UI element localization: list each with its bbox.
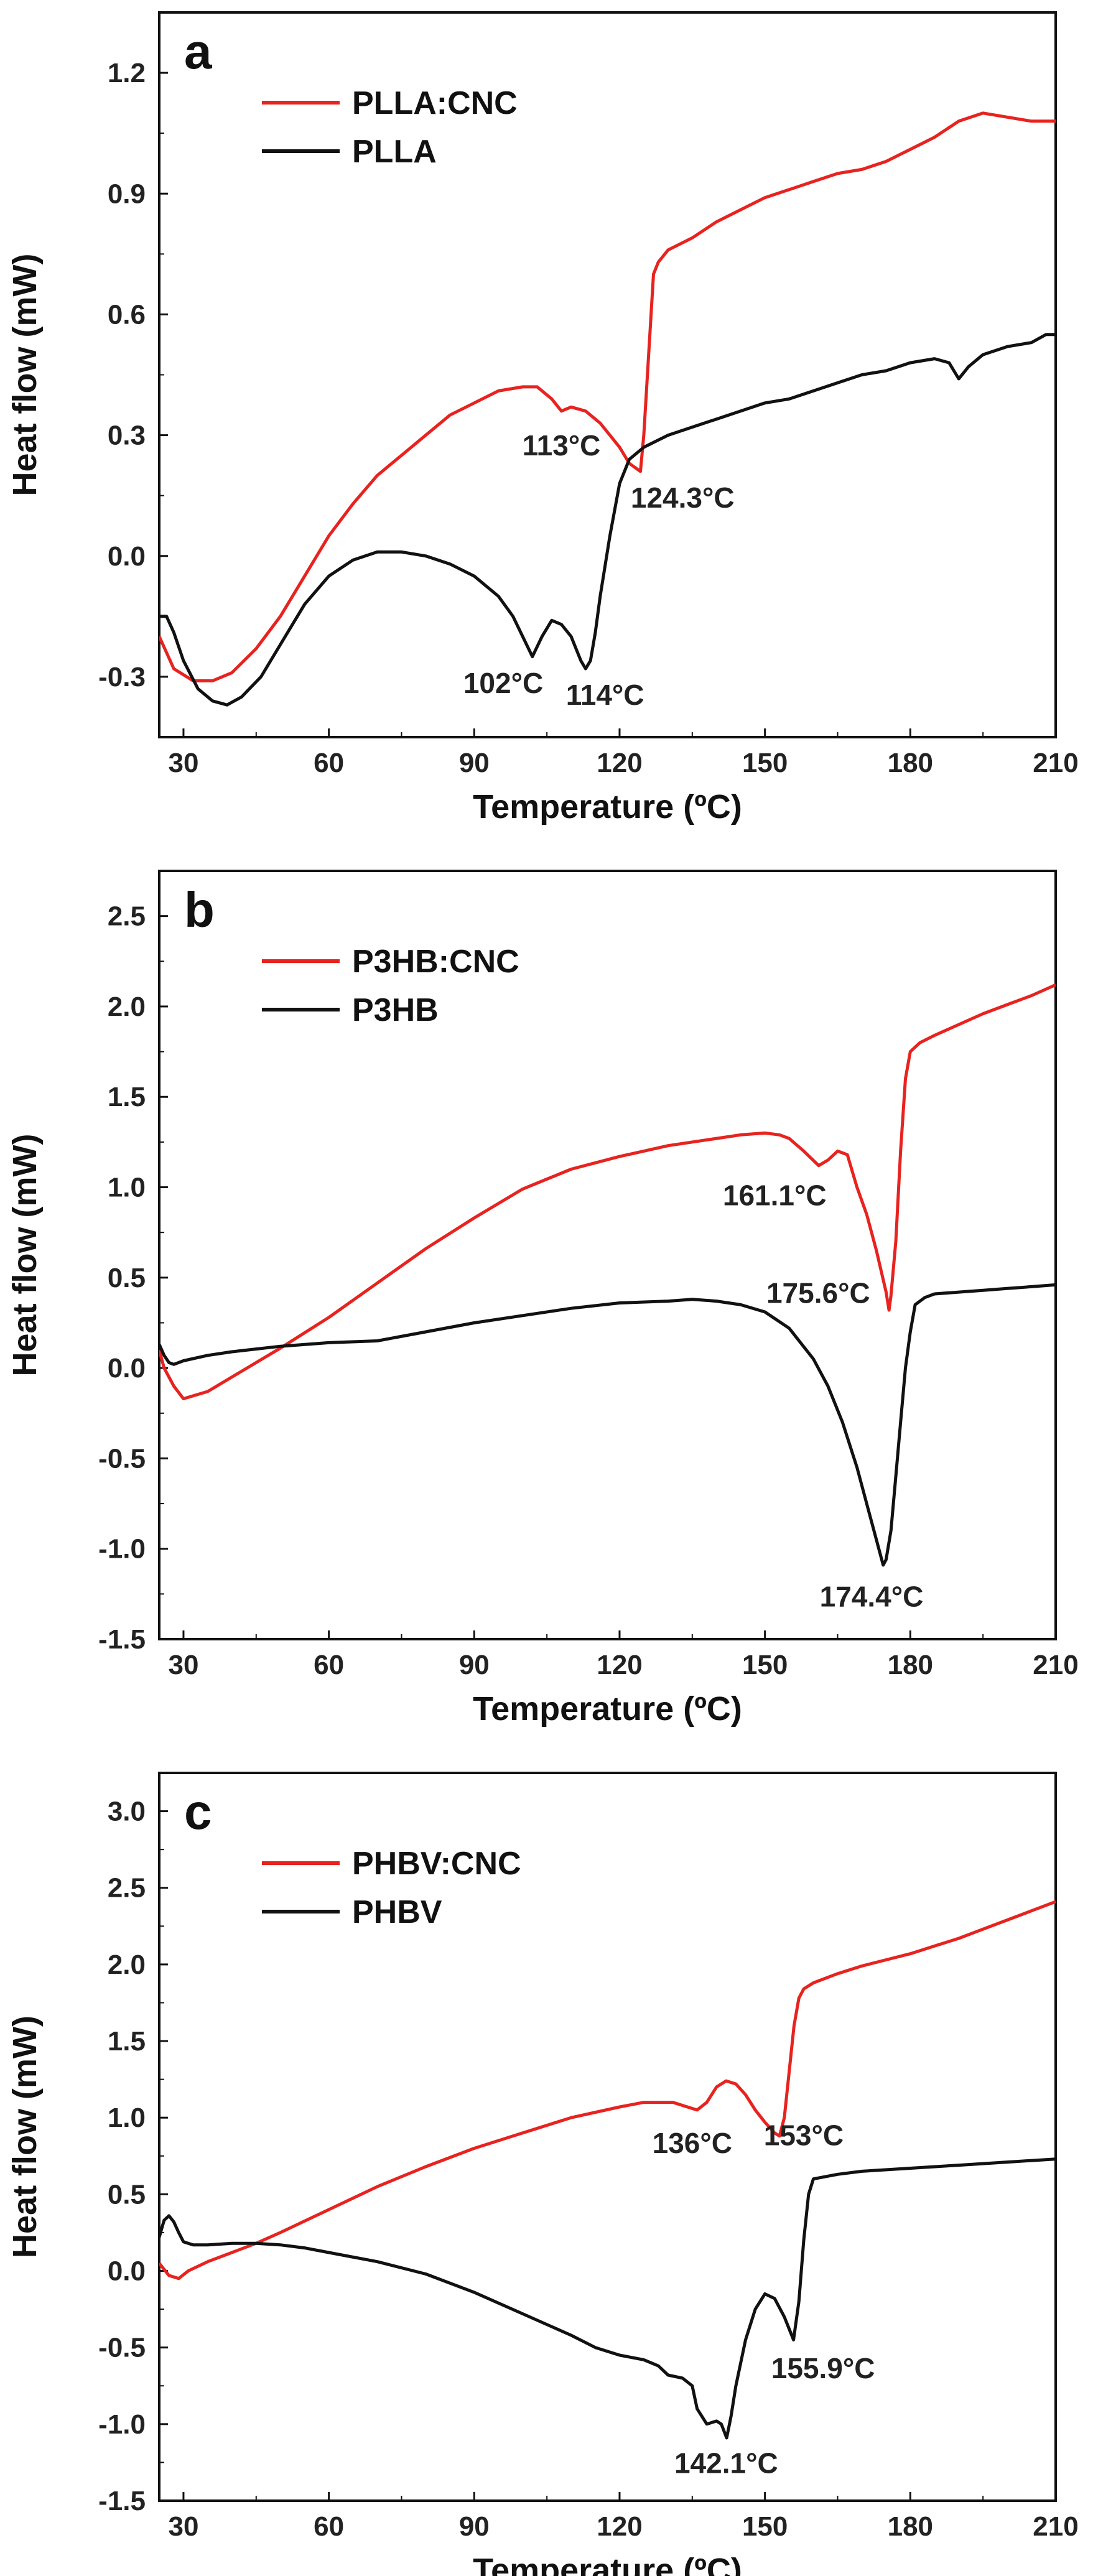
series-line-phbv-cnc	[159, 1900, 1056, 2281]
x-tick-label: 150	[742, 748, 788, 778]
x-tick-label: 120	[597, 1650, 642, 1680]
legend-label: PHBV	[352, 1894, 442, 1930]
x-tick-label: 120	[597, 748, 642, 778]
y-tick-label: 0.6	[108, 299, 146, 330]
x-tick-label: 120	[597, 2511, 642, 2542]
y-tick-label: 1.5	[108, 2026, 146, 2057]
y-tick-label: 2.5	[108, 1873, 146, 1904]
series-line-phbv	[159, 2157, 1056, 2440]
plot-frame	[158, 870, 1057, 1640]
y-tick-label: -0.5	[98, 1443, 146, 1474]
panel-label: c	[184, 1784, 212, 1839]
y-tick-label: 1.5	[108, 1082, 146, 1112]
chart-panel-b: 30 60 90 120 150 180 210 -1.5 -1.0 -0.5 0.0 0.5 1.0 1…	[6, 870, 1079, 1727]
x-tick-label: 150	[742, 2511, 788, 2542]
x-tick-label: 30	[168, 748, 198, 778]
y-tick-label: -1.5	[98, 1624, 146, 1655]
series-line-plla-cnc	[159, 111, 1056, 682]
y-tick-label: 0.0	[108, 541, 146, 572]
legend-label: PHBV:CNC	[352, 1846, 521, 1882]
peak-annotation: 124.3°C	[631, 481, 735, 514]
y-tick-label: 3.0	[108, 1797, 146, 1827]
chart-panel-a: 30 60 90 120 150 180 210 -0.3 0.0 0.3 0.6 0.9 1.2 Tem…	[6, 11, 1079, 825]
peak-annotation: 175.6°C	[766, 1277, 870, 1309]
chart-panel-c: 30 60 90 120 150 180 210 -1.5 -1.0 -0.5 0.0 0.5 1.0 1…	[6, 1772, 1079, 2576]
y-tick-label: 0.5	[108, 1263, 146, 1293]
y-tick-label: -1.5	[98, 2486, 146, 2516]
y-axis-title: Heat flow (mW)	[6, 1134, 44, 1377]
x-axis-title: Temperature (ºC)	[473, 2552, 742, 2576]
y-tick-label: 0.5	[108, 2179, 146, 2210]
x-tick-label: 30	[168, 1650, 198, 1680]
y-tick-label: 2.5	[108, 901, 146, 932]
legend-label: PLLA:CNC	[352, 85, 518, 121]
x-tick-label: 90	[459, 748, 490, 778]
y-tick-label: -1.0	[98, 2409, 146, 2440]
panel-label: a	[184, 24, 212, 79]
y-tick-label: 0.0	[108, 1353, 146, 1383]
series-line-p3hb-cnc	[159, 983, 1056, 1400]
y-tick-label: 1.0	[108, 1173, 146, 1203]
peak-annotation: 102°C	[463, 667, 543, 699]
x-tick-label: 210	[1033, 2511, 1078, 2542]
x-axis-title: Temperature (ºC)	[473, 788, 742, 825]
x-tick-label: 60	[314, 2511, 344, 2542]
y-tick-label: 0.9	[108, 179, 146, 209]
peak-annotation: 136°C	[653, 2127, 732, 2159]
y-tick-label: 0.3	[108, 421, 146, 451]
peak-annotation: 114°C	[566, 679, 644, 711]
legend-label: P3HB:CNC	[352, 944, 519, 980]
y-tick-label: 2.0	[108, 1950, 146, 1980]
peak-annotation: 161.1°C	[723, 1179, 827, 1212]
x-tick-label: 60	[314, 748, 344, 778]
series-line-plla	[159, 333, 1056, 707]
y-tick-label: 0.0	[108, 2256, 146, 2287]
x-tick-label: 30	[168, 2511, 198, 2542]
series-line-p3hb	[159, 1283, 1056, 1567]
y-tick-label: -0.3	[98, 662, 146, 692]
y-axis-title: Heat flow (mW)	[6, 2016, 44, 2258]
legend-label: PLLA	[352, 134, 437, 170]
peak-annotation: 155.9°C	[771, 2352, 875, 2384]
x-tick-label: 180	[888, 2511, 933, 2542]
y-axis-title: Heat flow (mW)	[6, 254, 44, 496]
x-tick-label: 90	[459, 1650, 490, 1680]
plot-frame	[158, 11, 1057, 738]
x-axis-title: Temperature (ºC)	[473, 1690, 742, 1727]
y-tick-label: -0.5	[98, 2333, 146, 2363]
peak-annotation: 113°C	[523, 429, 601, 462]
legend-label: P3HB	[352, 992, 439, 1028]
peak-annotation: 142.1°C	[674, 2447, 778, 2480]
x-tick-label: 150	[742, 1650, 788, 1680]
plot-frame	[158, 1772, 1057, 2502]
x-tick-label: 180	[888, 748, 933, 778]
x-tick-label: 90	[459, 2511, 490, 2542]
y-tick-label: 1.2	[108, 58, 146, 88]
y-tick-label: 2.0	[108, 992, 146, 1022]
peak-annotation: 174.4°C	[820, 1581, 924, 1613]
x-tick-label: 210	[1033, 1650, 1078, 1680]
y-tick-label: 1.0	[108, 2103, 146, 2133]
y-tick-label: -1.0	[98, 1534, 146, 1565]
panel-label: b	[184, 882, 215, 937]
x-tick-label: 60	[314, 1650, 344, 1680]
peak-annotation: 153°C	[764, 2119, 844, 2152]
x-tick-label: 210	[1033, 748, 1078, 778]
x-tick-label: 180	[888, 1650, 933, 1680]
